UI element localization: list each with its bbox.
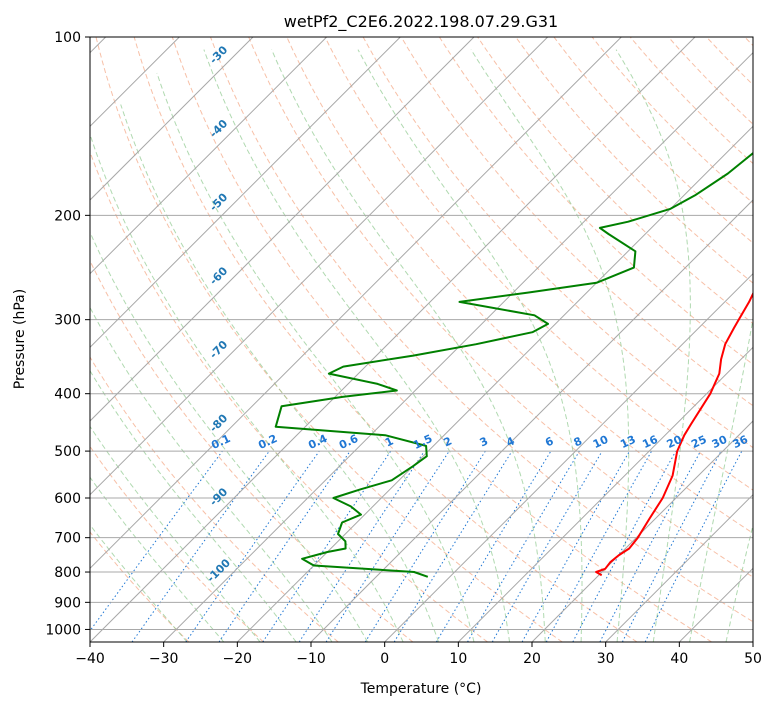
x-tick-label: 0 (380, 651, 389, 667)
y-axis-ticks: 100 200 300 400 500 600 700 800 900 1000 (45, 30, 90, 638)
y-tick-label: 200 (54, 208, 81, 224)
isotherm-line (310, 199, 753, 642)
dewpoint-profile-line (274, 151, 753, 578)
isotherm-grid (90, 37, 753, 642)
y-tick-label: 900 (54, 595, 81, 611)
x-tick-label: −10 (296, 651, 326, 667)
y-tick-label: 1000 (45, 622, 81, 638)
mixing-ratio-line (393, 450, 513, 642)
isotherm-line (90, 37, 401, 349)
dry-adiabat-line (210, 37, 753, 623)
moist-adiabat-line (90, 306, 333, 642)
y-tick-label: 400 (54, 387, 81, 403)
x-tick-label: 50 (744, 651, 762, 667)
moist-adiabat-line (689, 315, 753, 642)
isotherm-line (90, 37, 475, 422)
x-axis-ticks: −40 −30 −20 −10 0 10 20 30 40 50 (75, 642, 762, 667)
plot-area: -100-90-80-70-60-50-40-30-20-10010203040… (90, 37, 753, 642)
x-tick-label: −20 (223, 651, 253, 667)
mixing-ratio-lines (90, 450, 743, 642)
moist-adiabat-line (470, 49, 630, 642)
dry-adiabat-line (553, 37, 753, 244)
mixing-ratio-label: 20 (665, 433, 685, 451)
dry-adiabat-line (133, 37, 638, 642)
profile-series (274, 151, 753, 578)
x-tick-label: −30 (149, 651, 179, 667)
x-tick-label: 30 (597, 651, 615, 667)
moist-adiabat-line (120, 104, 440, 642)
mixing-ratio-label: 13 (618, 433, 637, 451)
isotherm-line (90, 37, 254, 201)
y-axis-label: Pressure (hPa) (12, 289, 28, 389)
moist-adiabat-line (156, 72, 475, 642)
dry-adiabat-line (90, 531, 190, 642)
moist-adiabat-line (90, 425, 261, 642)
dry-adiabat-line (400, 37, 753, 407)
x-axis-label: Temperature (°C) (360, 681, 482, 697)
isotherm-line (90, 37, 622, 570)
isotherm-line (90, 37, 549, 496)
isotherm-line (384, 272, 753, 642)
isotherm-line (90, 37, 328, 275)
mixing-ratio-line (325, 450, 450, 642)
mixing-ratio-line (90, 450, 223, 632)
dry-adiabat-line (286, 37, 753, 534)
mixing-ratio-label: 16 (640, 433, 660, 451)
plot-frame (89, 36, 754, 643)
y-tick-label: 800 (54, 565, 81, 581)
isotherm-line (457, 346, 753, 642)
dry-adiabat-line (438, 37, 753, 365)
isotherm-line (236, 125, 753, 642)
mixing-ratio-line (131, 450, 270, 642)
dry-adiabat-line (324, 37, 753, 491)
dry-adiabat-line (591, 37, 753, 204)
mixing-ratio-line (218, 450, 351, 642)
dry-adiabat-line (90, 356, 339, 642)
isotherm-line (531, 420, 753, 642)
x-tick-label: 10 (449, 651, 467, 667)
dry-adiabat-line (248, 37, 753, 578)
chart-title: wetPf2_C2E6.2022.198.07.29.G31 (284, 12, 558, 32)
moist-adiabat-line (271, 49, 546, 642)
mixing-ratio-label: 10 (591, 433, 611, 451)
dry-adiabat-line (90, 150, 488, 642)
mixing-ratio-line (435, 450, 552, 642)
mixing-ratio-line (467, 450, 580, 642)
isotherm-line (163, 51, 753, 642)
moist-adiabat-line (357, 49, 583, 642)
pressure-grid (90, 37, 753, 630)
dry-adiabat-line (90, 259, 414, 642)
moist-adiabat-line (725, 523, 753, 642)
x-tick-label: 40 (670, 651, 688, 667)
mixing-ratio-line (521, 450, 630, 642)
mixing-ratio-line (185, 450, 320, 642)
y-tick-label: 500 (54, 444, 81, 460)
mixing-ratio-line (364, 450, 486, 642)
y-tick-label: 700 (54, 531, 81, 547)
mixing-ratio-label: 36 (731, 433, 751, 451)
temperature-profile-line (595, 291, 753, 577)
y-tick-label: 100 (54, 30, 81, 46)
y-tick-label: 600 (54, 491, 81, 507)
mixing-ratio-line (572, 450, 677, 642)
mixing-ratio-label: 25 (689, 433, 708, 451)
mixing-ratio-line (491, 450, 603, 642)
dry-adiabat-line (95, 37, 563, 642)
isotherm-line (605, 493, 753, 642)
dry-adiabat-line (477, 37, 753, 325)
x-tick-label: 20 (523, 651, 541, 667)
isotherm-line (90, 37, 696, 642)
dry-adiabat-line (171, 37, 712, 642)
moist-adiabat-line (203, 49, 511, 642)
mixing-ratio-label: 30 (710, 433, 730, 451)
y-tick-label: 300 (54, 313, 81, 329)
x-tick-label: −40 (75, 651, 105, 667)
moist-adiabat-line (615, 49, 691, 642)
